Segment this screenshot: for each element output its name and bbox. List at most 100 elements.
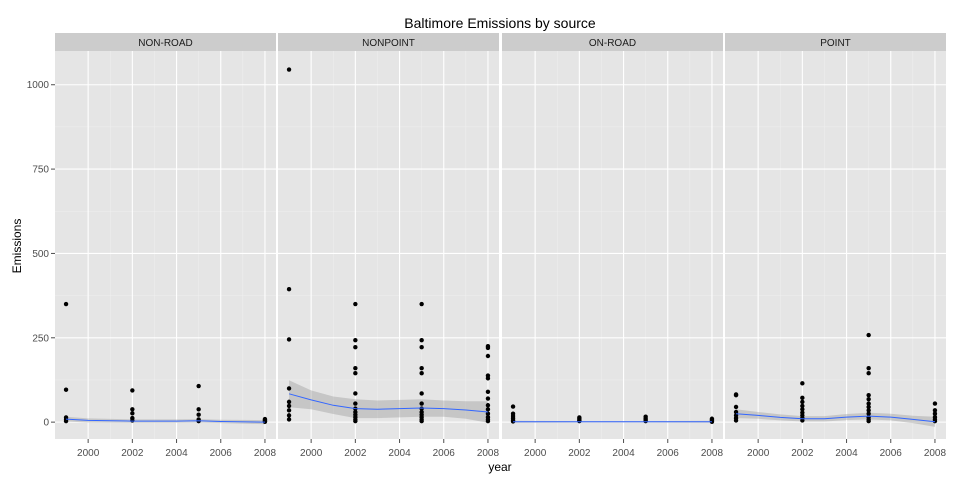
data-point	[353, 391, 358, 396]
x-tick-label: 2000	[747, 448, 770, 459]
x-tick-label: 2002	[344, 448, 367, 459]
x-tick-label: 2004	[835, 448, 858, 459]
x-axis-title: year	[488, 460, 511, 474]
confidence-band	[289, 380, 488, 423]
data-point	[866, 392, 871, 398]
data-point	[866, 418, 871, 424]
data-point	[63, 418, 69, 424]
data-point	[485, 376, 491, 381]
data-point	[286, 67, 292, 72]
facet-strip	[502, 33, 723, 51]
data-point	[262, 419, 268, 424]
data-point	[419, 365, 424, 371]
data-point	[866, 371, 871, 376]
x-tick-label: 2000	[524, 448, 547, 459]
x-tick-label: 2008	[477, 448, 500, 459]
facet-panels: 0 250 500 750 1000 NON-ROAD 2000 2002 2004 2006 20…	[27, 33, 947, 459]
panel-background	[725, 51, 946, 439]
data-point	[800, 407, 805, 412]
data-point	[866, 401, 871, 406]
facet-panel-non-road: NON-ROAD 2000 2002 2004 2006 2008	[55, 33, 277, 459]
smoother-line	[65, 418, 265, 423]
x-tick-label: 2002	[791, 448, 814, 459]
data-point	[800, 399, 805, 405]
data-point	[577, 418, 582, 424]
data-point	[419, 401, 424, 406]
data-point	[866, 404, 871, 410]
smoother-line	[288, 393, 488, 413]
data-point	[419, 337, 424, 343]
data-point	[932, 418, 938, 424]
facet-panel-nonpoint: NONPOINT 2000 2002 2004 2006 2008	[278, 33, 500, 459]
x-tick-label: 2004	[165, 448, 188, 459]
data-point	[866, 365, 871, 371]
data-point	[485, 418, 491, 424]
facet-strip	[278, 33, 499, 51]
data-point	[353, 371, 358, 376]
y-tick-label: 250	[32, 333, 49, 344]
x-tick-label: 2006	[433, 448, 456, 459]
data-point	[485, 396, 491, 401]
chart-title: Baltimore Emissions by source	[404, 15, 596, 31]
facet-strip-label: ON-ROAD	[589, 38, 636, 49]
facet-strip-label: POINT	[820, 38, 851, 49]
x-tick-label: 2000	[77, 448, 100, 459]
data-point	[63, 387, 69, 392]
data-point	[866, 411, 871, 416]
x-tick-label: 2002	[121, 448, 144, 459]
data-point	[130, 411, 135, 416]
facet-strip	[55, 33, 276, 51]
data-point	[932, 411, 938, 416]
data-point	[286, 417, 292, 422]
data-point	[130, 407, 135, 412]
data-point	[130, 388, 135, 393]
data-point	[130, 418, 135, 423]
smoother-line	[735, 413, 936, 423]
x-tick-label: 2006	[657, 448, 680, 459]
data-point	[353, 401, 358, 406]
facet-strip	[725, 33, 946, 51]
data-point	[485, 389, 491, 394]
data-point	[419, 391, 424, 396]
y-tick-label: 0	[43, 418, 49, 429]
x-tick-label: 2006	[210, 448, 233, 459]
data-point	[353, 418, 358, 424]
x-tick-label: 2002	[568, 448, 591, 459]
data-point	[419, 418, 424, 424]
data-point	[800, 418, 805, 423]
panel-background	[278, 51, 499, 439]
data-point	[196, 383, 201, 389]
data-point	[353, 301, 358, 307]
data-point	[286, 413, 292, 418]
facet-strip-label: NON-ROAD	[138, 38, 192, 49]
data-point	[286, 399, 292, 405]
data-point	[353, 337, 358, 343]
panel-background	[55, 51, 276, 439]
data-point	[510, 404, 516, 409]
x-tick-label: 2008	[254, 448, 277, 459]
data-point	[485, 353, 491, 359]
data-point	[196, 412, 201, 417]
data-point	[485, 407, 491, 412]
confidence-band	[66, 416, 265, 425]
data-point	[733, 392, 739, 398]
data-point	[63, 301, 69, 307]
data-point	[733, 418, 739, 423]
x-tick-label: 2004	[612, 448, 635, 459]
data-point	[286, 408, 292, 413]
data-point	[485, 345, 491, 351]
x-tick-label: 2008	[701, 448, 724, 459]
data-point	[932, 401, 938, 406]
data-point	[353, 345, 358, 350]
data-point	[800, 381, 805, 386]
data-point	[866, 332, 871, 338]
x-tick-label: 2008	[924, 448, 947, 459]
data-point	[419, 345, 424, 350]
data-point	[286, 403, 292, 409]
facet-panel-point: POINT 2000 2002 2004 2006 2008	[725, 33, 947, 459]
facet-panel-on-road: ON-ROAD 2000 2002 2004 2006 2008	[502, 33, 724, 459]
data-point	[485, 403, 491, 408]
data-point	[286, 386, 292, 391]
data-point	[353, 365, 358, 371]
